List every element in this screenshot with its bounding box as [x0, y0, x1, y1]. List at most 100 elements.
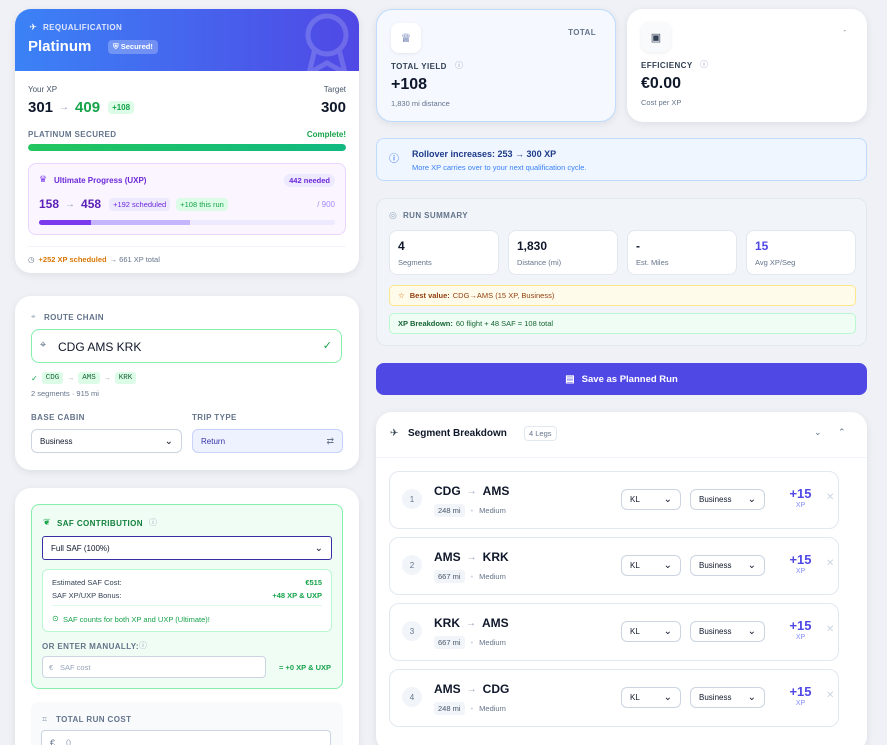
airline-select[interactable]: KL ⌄: [621, 687, 681, 708]
dot-separator: •: [470, 572, 474, 581]
segment-number: 3: [402, 621, 422, 641]
manual-label: OR ENTER MANUALLY:: [42, 642, 139, 651]
efficiency-badge: -: [843, 26, 846, 35]
segment-xp: +15 XP: [778, 552, 823, 575]
saf-estimate-box: Estimated SAF Cost: €515 SAF XP/UXP Bonu…: [42, 569, 332, 632]
plane-icon: ✈: [390, 428, 399, 439]
xp-delta-badge: +108: [108, 101, 135, 114]
segment-meta: 667 mi • Medium: [434, 636, 506, 649]
save-button-label: Save as Planned Run: [581, 373, 678, 385]
airline-select[interactable]: KL ⌄: [621, 555, 681, 576]
saf-manual-input[interactable]: € SAF cost: [42, 656, 266, 678]
route-chip: AMS: [78, 372, 100, 384]
airline-select[interactable]: KL ⌄: [621, 621, 681, 642]
requal-progress-fill: [28, 144, 346, 151]
arrow-icon: →: [466, 683, 477, 695]
xp-progress-values: 301 → 409 +108: [28, 99, 135, 116]
uxp-to: 458: [81, 197, 102, 211]
segment-xp-value: +15: [789, 618, 812, 633]
cabin-select[interactable]: Business ⌄: [690, 621, 765, 642]
stat-value: 1,830: [517, 239, 548, 253]
route-input[interactable]: ⌖ CDG AMS KRK ✓: [31, 329, 342, 363]
origin-code: AMS: [434, 682, 461, 696]
segment-number: 1: [402, 489, 422, 509]
efficiency-card: ▣ - EFFICIENCY ⓘ €0.00 Cost per XP: [627, 9, 867, 122]
rollover-banner: ⓘ Rollover increases: 253 → 300 XP More …: [376, 138, 867, 181]
run-cost-label: TOTAL RUN COST: [56, 715, 132, 724]
rollover-title: Rollover increases: 253 → 300 XP: [412, 149, 557, 159]
run-cost-panel: ⌗ TOTAL RUN COST € 0: [31, 702, 343, 745]
trip-type-toggle[interactable]: Return ⇄: [192, 429, 343, 453]
scheduled-xp: +252 XP scheduled: [38, 255, 107, 264]
legs-badge: 4 Legs: [524, 426, 557, 441]
secured-text: Secured!: [120, 42, 153, 51]
base-cabin-select[interactable]: Business ⌄: [31, 429, 182, 453]
airline-select[interactable]: KL ⌄: [621, 489, 681, 510]
chevron-down-icon: ⌄: [747, 560, 756, 571]
route-card: ⌖ ROUTE CHAIN ⌖ CDG AMS KRK ✓ ✓ CDG → AM…: [15, 296, 359, 470]
destination-code: CDG: [482, 682, 510, 696]
segment-route: CDG → AMS: [434, 484, 509, 498]
remove-segment-icon[interactable]: ✕: [826, 492, 835, 503]
stat-label: Distance (mi): [517, 258, 562, 267]
base-cabin-label: BASE CABIN: [31, 413, 85, 422]
info-icon: ⓘ: [149, 518, 157, 527]
stat-segments: 4 Segments: [389, 230, 499, 275]
arrow-icon: →: [466, 617, 476, 629]
save-planned-run-button[interactable]: ▤ Save as Planned Run: [376, 363, 867, 395]
remove-segment-icon[interactable]: ✕: [826, 624, 835, 635]
award-icon: [305, 13, 349, 75]
segment-xp-unit: XP: [795, 568, 806, 575]
segment-number: 2: [402, 555, 422, 575]
requal-footer: ◷ +252 XP scheduled → 661 XP total: [28, 246, 346, 264]
cabin-value: Business: [699, 693, 732, 702]
remove-segment-icon[interactable]: ✕: [826, 558, 835, 569]
xp-breakdown-banner: XP Breakdown: 60 flight + 48 SAF = 108 t…: [389, 313, 856, 334]
segments-title: Segment Breakdown: [408, 428, 507, 439]
segment-row: 2 AMS → KRK 667 mi • Medium KL ⌄ Business ⌄ +1…: [389, 537, 839, 595]
efficiency-value: €0.00: [641, 75, 682, 92]
saf-select[interactable]: Full SAF (100%) ⌄: [42, 536, 332, 560]
check-circle-icon: ⊙: [52, 614, 59, 623]
saf-est-label: Estimated SAF Cost:: [52, 578, 122, 587]
uxp-target: / 900: [317, 200, 335, 209]
origin-code: CDG: [434, 484, 461, 498]
save-icon: ▤: [565, 373, 575, 385]
saf-label: SAF CONTRIBUTION: [57, 519, 143, 528]
requalification-label: REQUALIFICATION: [43, 23, 123, 32]
stat-label: Est. Miles: [636, 258, 669, 267]
cabin-select[interactable]: Business ⌄: [690, 687, 765, 708]
your-xp-label: Your XP: [28, 85, 58, 94]
distance-band: Medium: [479, 506, 506, 515]
saf-panel: ❦ SAF CONTRIBUTION ⓘ Full SAF (100%) ⌄ E…: [31, 504, 343, 689]
segment-xp: +15 XP: [778, 684, 823, 707]
segment-meta: 248 mi • Medium: [434, 702, 506, 715]
saf-note: SAF counts for both XP and UXP (Ultimate…: [63, 615, 210, 624]
stat-label: Avg XP/Seg: [755, 258, 796, 267]
cabin-select[interactable]: Business ⌄: [690, 489, 765, 510]
leaf-icon: ❦: [43, 517, 51, 527]
stat-label: Segments: [398, 258, 432, 267]
chevron-down-icon: ⌄: [164, 435, 173, 447]
xp-breakdown-text: 60 flight + 48 SAF = 108 total: [455, 319, 554, 328]
chevron-down-icon: ⌄: [747, 626, 756, 637]
trip-type-label: TRIP TYPE: [192, 413, 237, 422]
total-badge: TOTAL: [568, 28, 596, 37]
expand-all-icon[interactable]: ⌃: [838, 427, 846, 437]
cabin-select[interactable]: Business ⌄: [690, 555, 765, 576]
chevron-down-icon: ⌄: [747, 692, 756, 703]
dot-separator: •: [470, 638, 474, 647]
saf-bonus-label: SAF XP/UXP Bonus:: [52, 591, 122, 600]
airline-value: KL: [630, 561, 640, 570]
tier-title: Platinum: [28, 38, 92, 55]
dot-separator: •: [470, 704, 474, 713]
uxp-progress-total: [39, 220, 190, 225]
run-cost-input[interactable]: € 0: [41, 730, 331, 745]
tag-icon: ⌗: [42, 714, 48, 724]
segment-breakdown-card: ✈ Segment Breakdown 4 Legs ⌄ ⌃ 1 CDG → AMS…: [376, 412, 867, 745]
info-icon: ⓘ: [700, 60, 708, 69]
collapse-all-icon[interactable]: ⌄: [814, 427, 822, 437]
remove-segment-icon[interactable]: ✕: [826, 690, 835, 701]
chevron-down-icon: ⌄: [747, 494, 756, 505]
chevron-down-icon: ⌄: [663, 494, 672, 505]
